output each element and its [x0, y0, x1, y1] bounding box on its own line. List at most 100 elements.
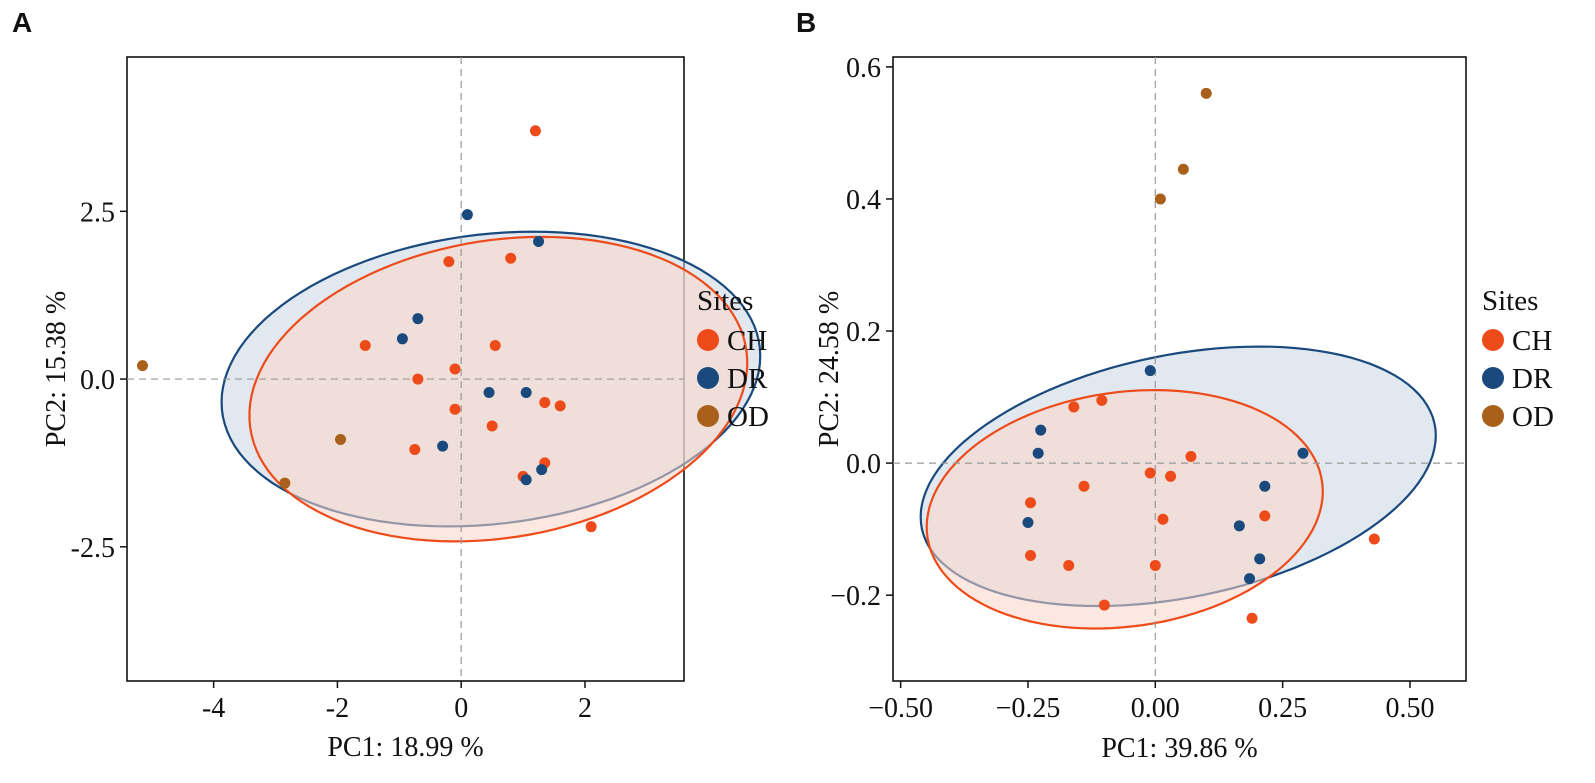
- panel-b-point-dr-3: [1032, 447, 1044, 459]
- panel-b-tag: B: [796, 7, 816, 38]
- panel-b-legend-dot-dr: [1482, 367, 1504, 389]
- panel-a-point-ch-3: [505, 252, 517, 264]
- panel-a-legend-item-ch: CH: [697, 325, 767, 357]
- panel-b-point-dr-6: [1022, 517, 1034, 529]
- panel-a-point-dr-5: [483, 386, 495, 398]
- panel-b-point-dr-4: [1297, 447, 1309, 459]
- panel-b-y-tick-label: 0.2: [846, 317, 881, 348]
- panel-b-frame: [892, 56, 1467, 682]
- panel-b-y-tick-label: 0.4: [846, 185, 881, 216]
- panel-a-point-ch-9: [486, 420, 498, 432]
- panel-a-y-axis: 2.5 0.0 -2.5: [71, 197, 127, 564]
- panel-a-legend-label-od: OD: [727, 401, 769, 433]
- panel-b-legend-label-od: OD: [1512, 401, 1554, 433]
- panel-b: B −0.50 −0.25 0.00 0.25 0.50 0.6 0.4 0.2 0.0 −0.…: [796, 7, 1554, 764]
- panel-a-point-ch-15: [585, 521, 597, 533]
- panel-a-point-ch-5: [489, 340, 501, 352]
- panel-a-point-ch-12: [409, 444, 421, 456]
- panel-a-legend-dot-od: [697, 405, 719, 427]
- panel-b-point-ch-6: [1165, 470, 1177, 482]
- panel-a-point-ch-8: [449, 403, 461, 415]
- panel-b-legend-title: Sites: [1482, 285, 1538, 317]
- panel-b-legend-label-ch: CH: [1512, 325, 1552, 357]
- panel-a-point-ch-6: [449, 363, 461, 375]
- panel-b-point-ch-15: [1368, 533, 1380, 545]
- panel-a-point-od-3: [279, 477, 291, 489]
- panel-a-point-ch-10: [539, 397, 551, 409]
- panel-b-point-ch-8: [1157, 513, 1169, 525]
- panel-b-y-title: PC2: 24.58 %: [814, 291, 845, 447]
- panel-b-legend-item-od: OD: [1482, 401, 1554, 433]
- panel-b-x-axis: −0.50 −0.25 0.00 0.25 0.50: [868, 681, 1434, 724]
- panel-b-legend-label-dr: DR: [1512, 363, 1553, 395]
- panel-b-legend-item-dr: DR: [1482, 363, 1553, 395]
- panel-a-y-tick-label: -2.5: [71, 533, 115, 564]
- panel-a-reference-lines: [127, 57, 684, 681]
- panel-b-ellipses: [919, 345, 1437, 630]
- panel-a-y-tick-label: 0.0: [80, 365, 115, 396]
- panel-b-point-ch-3: [1025, 497, 1037, 509]
- panel-b-legend-dot-od: [1482, 405, 1504, 427]
- panel-a-x-tick-label: -2: [326, 693, 349, 724]
- panel-b-point-ch-9: [1259, 510, 1271, 522]
- panel-b-point-ch-11: [1063, 559, 1075, 571]
- panel-a-x-title: PC1: 18.99 %: [327, 732, 483, 763]
- panel-b-point-ch-5: [1144, 467, 1156, 479]
- panel-b-point-dr-7: [1233, 520, 1245, 532]
- panel-a-legend: Sites CH DR OD: [697, 285, 769, 433]
- panel-a-points: [136, 125, 597, 533]
- panel-a-point-ch-1: [529, 125, 541, 137]
- panel-a-point-dr-7: [437, 440, 449, 452]
- panel-a-legend-dot-ch: [697, 329, 719, 351]
- panel-b-legend: Sites CH DR OD: [1482, 285, 1554, 433]
- panel-b-point-dr-9: [1244, 573, 1256, 585]
- panel-a: A -4 -2 0 2 2.5 0.0 -2.5 PC1: 18.99 % PC2: 15…: [12, 7, 769, 763]
- panel-a-y-title: PC2: 15.38 %: [41, 291, 72, 447]
- panel-a-point-dr-9: [536, 464, 548, 476]
- panel-b-x-tick-label: −0.25: [996, 693, 1061, 724]
- panel-b-point-ch-10: [1025, 550, 1037, 562]
- panel-b-point-ch-14: [1246, 612, 1258, 624]
- panel-b-point-ch-2: [1068, 401, 1080, 413]
- panel-b-point-dr-8: [1254, 553, 1266, 565]
- panel-b-y-axis: 0.6 0.4 0.2 0.0 −0.2: [830, 53, 893, 612]
- panel-a-x-tick-label: 2: [578, 693, 592, 724]
- panel-a-legend-item-dr: DR: [697, 363, 768, 395]
- panel-a-point-dr-4: [396, 333, 408, 345]
- panel-b-point-ch-4: [1078, 480, 1090, 492]
- panel-b-point-dr-1: [1144, 365, 1156, 377]
- panel-a-point-ch-2: [443, 256, 455, 268]
- panel-a-legend-label-ch: CH: [727, 325, 767, 357]
- panel-b-legend-item-ch: CH: [1482, 325, 1552, 357]
- panel-a-ellipse-ch: [248, 235, 749, 543]
- panel-a-x-tick-label: 0: [454, 693, 468, 724]
- panel-b-y-tick-label: −0.2: [830, 581, 881, 612]
- panel-b-x-tick-label: 0.00: [1131, 693, 1180, 724]
- panel-b-point-ch-7: [1185, 450, 1197, 462]
- panel-a-legend-label-dr: DR: [727, 363, 768, 395]
- panel-b-point-dr-5: [1259, 480, 1271, 492]
- panel-a-legend-title: Sites: [697, 285, 753, 317]
- panel-a-legend-dot-dr: [697, 367, 719, 389]
- panel-b-point-ch-1: [1096, 394, 1108, 406]
- panel-a-legend-item-od: OD: [697, 401, 769, 433]
- panel-a-point-ch-7: [412, 373, 424, 385]
- panel-b-point-od-1: [1200, 87, 1212, 99]
- panel-a-tag: A: [12, 7, 32, 38]
- panel-b-point-ch-12: [1149, 559, 1161, 571]
- panel-b-point-od-2: [1177, 163, 1189, 175]
- panel-a-y-tick-label: 2.5: [80, 197, 115, 228]
- panel-a-point-dr-1: [461, 209, 473, 221]
- panel-b-x-tick-label: 0.50: [1385, 693, 1434, 724]
- panel-a-point-dr-2: [533, 236, 545, 248]
- panel-b-y-tick-label: 0.6: [846, 53, 881, 84]
- panel-b-y-tick-label: 0.0: [846, 449, 881, 480]
- panel-b-x-tick-label: 0.25: [1258, 693, 1307, 724]
- panel-a-point-dr-6: [520, 386, 532, 398]
- panel-a-x-tick-label: -4: [202, 693, 225, 724]
- panel-a-ellipses: [220, 230, 762, 543]
- panel-a-point-ch-11: [554, 400, 566, 412]
- panel-a-point-od-2: [335, 433, 347, 445]
- panel-b-point-ch-13: [1098, 599, 1110, 611]
